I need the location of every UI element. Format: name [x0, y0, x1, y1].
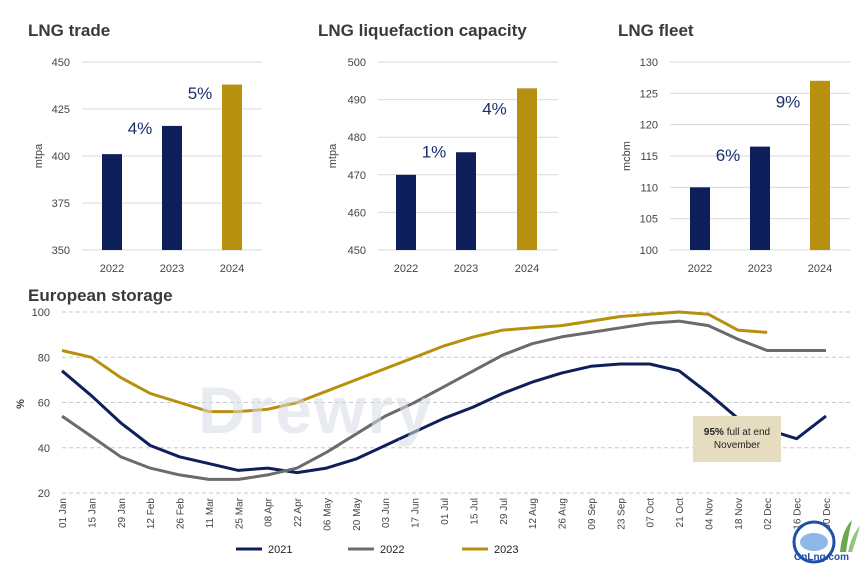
bar2-ylabel: mcbm [621, 141, 633, 171]
storage-line-2021 [61, 362, 827, 475]
bar1-growth-annotation: 4% [482, 99, 507, 118]
storage-xtick: 02 Dec [763, 498, 774, 530]
bar1-bar-2022 [396, 174, 416, 250]
callout-text2: November [713, 440, 761, 451]
bar2-xtick: 2022 [688, 263, 712, 275]
storage-xtick: 07 Oct [646, 498, 657, 528]
bar2-ytick: 130 [640, 57, 658, 69]
bar0-ytick: 350 [52, 245, 70, 257]
bar1-bar-2023 [456, 152, 476, 250]
bar1-ylabel: mtpa [327, 143, 339, 168]
storage-ytick: 100 [32, 307, 50, 319]
storage-xtick: 16 Dec [793, 498, 804, 530]
bar0-bar-2022 [102, 154, 122, 250]
storage-xtick: 03 Jun [381, 498, 392, 528]
storage-xtick: 15 Jul [469, 498, 480, 525]
bar2-growth-annotation: 9% [776, 93, 801, 112]
bar0-bar-2024 [222, 84, 242, 250]
bar0-ytick: 450 [52, 57, 70, 69]
storage-callout: 95% full at end November [693, 416, 781, 462]
bar0-ytick: 400 [52, 151, 70, 163]
logo-text: CnLng.com [794, 552, 849, 563]
bar1-xtick: 2022 [394, 263, 418, 275]
storage-ytick: 40 [38, 443, 50, 455]
storage-xtick: 04 Nov [704, 498, 715, 530]
bar0-growth-annotation: 4% [128, 119, 153, 138]
storage-xtick: 01 Jul [440, 498, 451, 525]
storage-xtick: 26 Aug [558, 498, 569, 529]
storage-xtick: 12 Feb [146, 498, 157, 530]
bar1-ytick: 460 [348, 207, 366, 219]
bar2-ytick: 100 [640, 245, 658, 257]
storage-xtick: 12 Aug [528, 498, 539, 529]
storage-xtick: 09 Sep [587, 498, 598, 530]
bar1-ytick: 450 [348, 245, 366, 257]
bar1-ytick: 500 [348, 57, 366, 69]
bar1-xtick: 2023 [454, 263, 478, 275]
chart-title-liquefaction: LNG liquefaction capacity [318, 21, 527, 40]
storage-ytick: 20 [38, 488, 50, 500]
bar2-ytick: 110 [640, 182, 658, 194]
storage-xtick: 01 Jan [58, 498, 69, 528]
bar1-xtick: 2024 [515, 263, 539, 275]
storage-xtick: 29 Jul [499, 498, 510, 525]
bar2-ytick: 105 [640, 214, 658, 226]
bar1-ytick: 470 [348, 170, 366, 182]
storage-xtick: 08 Apr [264, 497, 275, 527]
bar0-xtick: 2024 [220, 263, 244, 275]
bar1-ytick: 490 [348, 95, 366, 107]
bar2-bar-2023 [750, 146, 770, 250]
storage-xtick: 23 Sep [616, 498, 627, 530]
bar0-ytick: 375 [52, 198, 70, 210]
chart-title-european-storage: European storage [28, 286, 173, 305]
chart-title-fleet: LNG fleet [618, 21, 694, 40]
bar0-ylabel: mtpa [33, 143, 45, 168]
storage-xtick: 06 May [322, 498, 333, 531]
storage-xtick: 22 Apr [293, 497, 304, 527]
bar1-bar-2024 [517, 88, 537, 250]
storage-xtick: 17 Jun [411, 498, 422, 528]
bar1-growth-annotation: 1% [422, 143, 447, 162]
storage-xtick: 30 Dec [822, 498, 833, 530]
cnlng-logo: CnLng.com [792, 520, 860, 564]
legend-label-2022: 2022 [380, 544, 404, 556]
storage-xtick: 15 Jan [87, 498, 98, 528]
bar2-bar-2022 [690, 187, 710, 250]
storage-xtick: 26 Feb [176, 498, 187, 530]
storage-xtick: 21 Oct [675, 498, 686, 528]
bar2-xtick: 2023 [748, 263, 772, 275]
storage-ytick: 80 [38, 352, 50, 364]
bar1-ytick: 480 [348, 132, 366, 144]
bar2-ytick: 115 [640, 151, 658, 163]
bar2-ytick: 120 [640, 120, 658, 132]
storage-xtick: 18 Nov [734, 498, 745, 530]
legend-label-2021: 2021 [268, 544, 292, 556]
bar0-bar-2023 [162, 125, 182, 250]
bar0-xtick: 2022 [100, 263, 124, 275]
chart-title-lng-trade: LNG trade [28, 21, 111, 40]
bar2-ytick: 125 [640, 88, 658, 100]
legend-label-2023: 2023 [494, 544, 518, 556]
bar2-xtick: 2024 [808, 263, 832, 275]
bar0-ytick: 425 [52, 104, 70, 116]
bar0-xtick: 2023 [160, 263, 184, 275]
bar2-growth-annotation: 6% [716, 146, 741, 165]
drewry-watermark: Drewry [198, 373, 434, 447]
storage-xtick: 20 May [352, 498, 363, 531]
storage-xtick: 25 Mar [234, 497, 245, 529]
storage-line-2023 [61, 310, 768, 414]
bar0-growth-annotation: 5% [188, 84, 213, 103]
storage-ytick: 60 [38, 398, 50, 410]
callout-bold: 95% [703, 427, 724, 438]
storage-xtick: 29 Jan [117, 498, 128, 528]
callout-text1: full at end [726, 427, 771, 438]
storage-line-2022 [61, 319, 826, 481]
storage-ylabel: % [15, 399, 27, 409]
storage-xtick: 11 Mar [205, 497, 216, 528]
bar2-bar-2024 [810, 80, 830, 250]
